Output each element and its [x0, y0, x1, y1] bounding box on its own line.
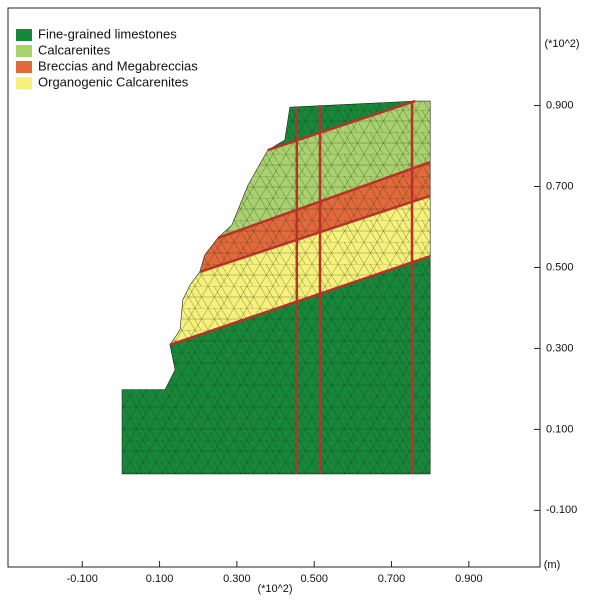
y-tick-label: 0.500: [546, 261, 574, 273]
x-tick-label: 0.900: [455, 573, 483, 585]
legend-label: Organogenic Calcarenites: [38, 74, 189, 89]
legend-swatch: [16, 29, 32, 41]
x-tick-label: 0.500: [300, 573, 328, 585]
legend-label: Fine-grained limestones: [38, 26, 177, 41]
x-multiplier: (*10^2): [257, 583, 292, 595]
legend-label: Calcarenites: [38, 42, 111, 57]
y-multiplier: (*10^2): [544, 38, 579, 50]
legend-swatch: [16, 77, 32, 89]
legend-swatch: [16, 45, 32, 57]
x-tick-label: -0.100: [67, 573, 98, 585]
y-tick-label: 0.900: [546, 99, 574, 111]
legend-label: Breccias and Megabreccias: [38, 58, 198, 73]
legend: Fine-grained limestonesCalcarenitesBrecc…: [16, 26, 198, 89]
x-tick-label: 0.100: [146, 573, 174, 585]
chart: Fine-grained limestonesCalcarenitesBrecc…: [0, 0, 590, 597]
x-tick-label: 0.700: [378, 573, 406, 585]
y-tick-label: 0.100: [546, 423, 574, 435]
y-tick-label: -0.100: [546, 504, 577, 516]
y-tick-label: 0.300: [546, 342, 574, 354]
plot-area: [122, 101, 430, 474]
unit-label: (m): [544, 559, 561, 571]
x-tick-label: 0.300: [223, 573, 251, 585]
legend-swatch: [16, 61, 32, 73]
y-tick-label: 0.700: [546, 180, 574, 192]
